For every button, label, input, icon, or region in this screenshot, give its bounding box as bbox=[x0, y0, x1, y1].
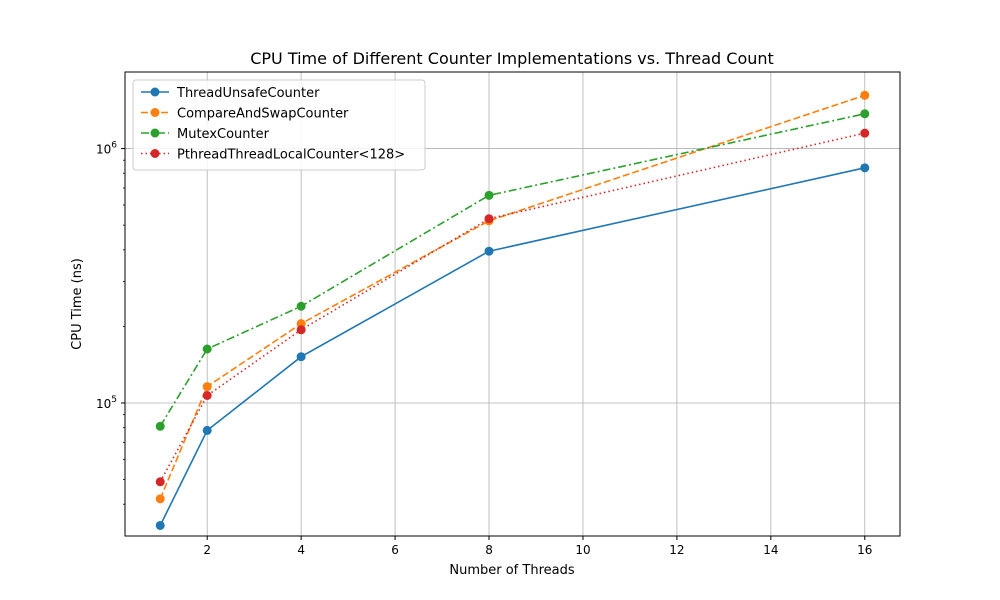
data-point bbox=[155, 520, 165, 530]
data-point bbox=[484, 246, 494, 256]
x-axis: 2 4 6 8 10 12 14 16 bbox=[203, 536, 872, 557]
legend-label: CompareAndSwapCounter bbox=[177, 107, 349, 122]
legend-label: ThreadUnsafeCounter bbox=[176, 86, 320, 101]
legend-item: PthreadThreadLocalCounter<128> bbox=[141, 148, 405, 163]
y-axis: 105 106 bbox=[96, 141, 125, 505]
legend-item: ThreadUnsafeCounter bbox=[141, 86, 320, 101]
data-point bbox=[484, 190, 494, 200]
legend-swatch-marker bbox=[150, 149, 160, 158]
x-tick-label: 10 bbox=[575, 543, 590, 557]
x-tick-label: 12 bbox=[669, 543, 684, 557]
legend-item: MutexCounter bbox=[141, 127, 270, 142]
plot-area-frame bbox=[124, 71, 901, 537]
data-point bbox=[860, 163, 870, 173]
chart-title: CPU Time of Different Counter Implementa… bbox=[250, 49, 774, 68]
x-tick-label: 4 bbox=[297, 543, 305, 557]
legend-swatch-marker bbox=[150, 108, 160, 117]
legend-label: MutexCounter bbox=[177, 127, 270, 142]
series bbox=[155, 109, 870, 431]
data-point bbox=[155, 477, 165, 487]
x-tick-label: 16 bbox=[857, 543, 872, 557]
data-point bbox=[296, 301, 306, 311]
legend-item: CompareAndSwapCounter bbox=[141, 107, 349, 122]
data-point bbox=[155, 421, 165, 431]
legend-frame bbox=[132, 79, 426, 171]
y-tick-label: 105 bbox=[96, 395, 117, 411]
x-tick-label: 14 bbox=[763, 543, 778, 557]
data-point bbox=[202, 391, 212, 401]
legend-swatch-marker bbox=[150, 87, 160, 97]
data-point bbox=[860, 109, 870, 119]
x-tick-label: 6 bbox=[391, 543, 399, 557]
data-point bbox=[202, 382, 212, 392]
data-point bbox=[860, 90, 870, 100]
series bbox=[155, 163, 870, 530]
legend-swatch-marker bbox=[150, 128, 160, 138]
x-tick-label: 8 bbox=[485, 543, 493, 557]
data-point bbox=[484, 214, 494, 224]
y-axis-label: CPU Time (ns) bbox=[70, 258, 85, 350]
series-line bbox=[159, 132, 865, 483]
series bbox=[155, 128, 870, 487]
data-point bbox=[202, 344, 212, 354]
data-point bbox=[155, 494, 165, 504]
x-axis-label: Number of Threads bbox=[449, 563, 574, 578]
data-point bbox=[296, 352, 306, 362]
data-point bbox=[296, 325, 306, 335]
y-tick-label: 106 bbox=[96, 141, 117, 157]
legend: ThreadUnsafeCounter CompareAndSwapCounter… bbox=[132, 79, 426, 171]
data-point bbox=[202, 425, 212, 435]
series-group bbox=[155, 90, 870, 530]
data-point bbox=[860, 128, 870, 138]
x-tick-label: 2 bbox=[203, 543, 211, 557]
legend-label: PthreadThreadLocalCounter<128> bbox=[177, 148, 405, 163]
